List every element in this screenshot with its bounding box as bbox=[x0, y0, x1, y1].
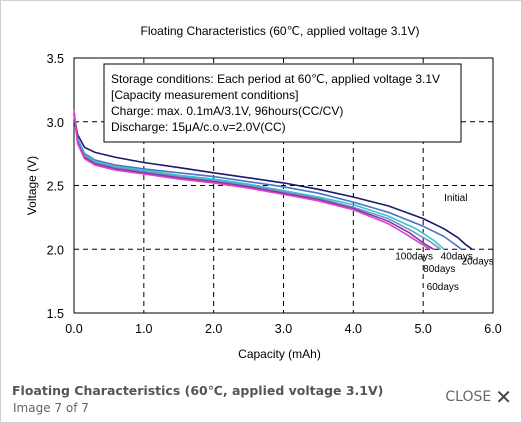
series-label-100days: 100days bbox=[395, 251, 433, 262]
y-tick-label: 2.0 bbox=[47, 243, 64, 257]
series-label-20days: 20days bbox=[462, 257, 494, 268]
close-button[interactable]: CLOSE ✕ bbox=[445, 385, 512, 409]
y-axis-label: Voltage (V) bbox=[25, 156, 39, 215]
series-line-100days bbox=[73, 108, 431, 250]
series-label-60days: 60days bbox=[427, 282, 459, 293]
y-tick-label: 1.5 bbox=[47, 307, 64, 321]
series-line-20days bbox=[73, 113, 463, 250]
x-tick-label: 6.0 bbox=[484, 322, 501, 336]
annotation-line: [Capacity measurement conditions] bbox=[111, 88, 298, 102]
plot-area bbox=[73, 57, 494, 314]
chart-title: Floating Characteristics (60℃, applied v… bbox=[141, 24, 420, 38]
annotation-line: Discharge: 15μA/c.o.v=2.0V(CC) bbox=[111, 120, 286, 134]
y-tick-label: 3.5 bbox=[47, 52, 64, 66]
annotation-line: Storage conditions: Each period at 60℃, … bbox=[111, 72, 440, 86]
x-tick-label: 1.0 bbox=[135, 322, 152, 336]
annotation-box bbox=[103, 63, 462, 143]
image-counter: Image 7 of 7 bbox=[13, 401, 89, 415]
x-tick-label: 2.0 bbox=[205, 322, 222, 336]
x-tick-label: 5.0 bbox=[414, 322, 431, 336]
x-tick-label: 0.0 bbox=[65, 322, 82, 336]
x-tick-label: 4.0 bbox=[345, 322, 362, 336]
close-label: CLOSE bbox=[445, 389, 492, 405]
annotation-line: Charge: max. 0.1mA/3.1V, 96hours(CC/CV) bbox=[111, 104, 343, 118]
y-tick-label: 2.5 bbox=[47, 180, 64, 194]
close-icon: ✕ bbox=[495, 385, 512, 409]
series-line-80days bbox=[73, 112, 435, 250]
series-label-initial: Initial bbox=[444, 193, 467, 204]
floating-characteristics-chart: Floating Characteristics (60℃, applied v… bbox=[25, 24, 502, 361]
series-line-60days bbox=[73, 113, 442, 250]
series-line-initial bbox=[73, 113, 473, 250]
series-line-40days bbox=[73, 113, 445, 250]
series-label-40days: 40days bbox=[441, 251, 473, 262]
x-axis-label: Capacity (mAh) bbox=[238, 347, 321, 361]
series-label-80days: 80days bbox=[423, 264, 455, 275]
image-caption: Floating Characteristics (60℃, applied v… bbox=[12, 383, 384, 398]
y-tick-label: 3.0 bbox=[47, 116, 64, 130]
x-tick-label: 3.0 bbox=[275, 322, 292, 336]
